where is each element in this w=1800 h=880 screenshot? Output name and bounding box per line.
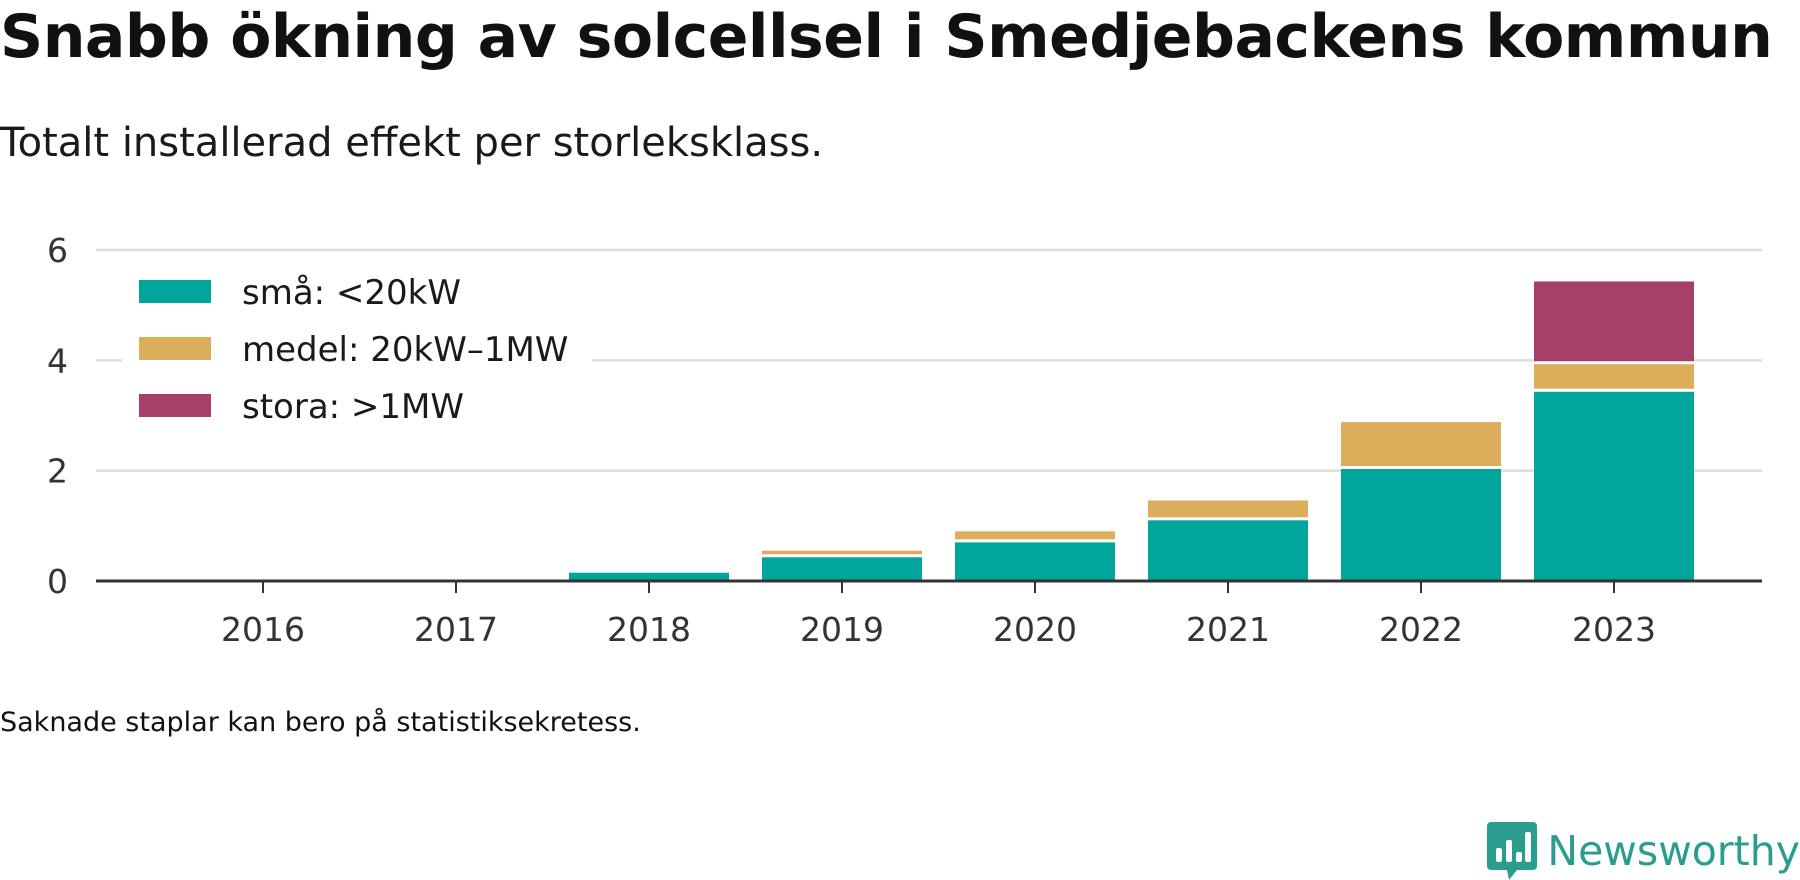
x-tick-label: 2018 bbox=[607, 610, 691, 649]
bar-segment bbox=[1341, 469, 1501, 581]
footnote: Saknade staplar kan bero på statistiksek… bbox=[0, 707, 641, 738]
bar-segment bbox=[1341, 422, 1501, 467]
bar-segment bbox=[762, 557, 922, 581]
bar-segment bbox=[1534, 281, 1694, 362]
y-tick-label: 0 bbox=[47, 562, 68, 601]
legend-label: stora: >1MW bbox=[242, 387, 464, 427]
x-tick-label: 2022 bbox=[1379, 610, 1463, 649]
bar-segment bbox=[762, 550, 922, 555]
y-tick-label: 4 bbox=[47, 341, 68, 380]
bar-segment bbox=[1534, 391, 1694, 581]
bar-segment bbox=[955, 531, 1115, 540]
y-tick-label: 6 bbox=[47, 231, 68, 270]
legend-label: medel: 20kW–1MW bbox=[242, 330, 568, 370]
x-tick-label: 2019 bbox=[800, 610, 884, 649]
x-tick-label: 2017 bbox=[414, 610, 498, 649]
y-tick-label: 2 bbox=[47, 452, 68, 491]
bar-segment bbox=[1148, 520, 1308, 581]
bar-segment bbox=[955, 542, 1115, 581]
bar-segment bbox=[1534, 364, 1694, 389]
x-tick-label: 2021 bbox=[1186, 610, 1270, 649]
x-tick-label: 2016 bbox=[221, 610, 305, 649]
bars bbox=[569, 281, 1694, 581]
chart-subtitle: Totalt installerad effekt per storlekskl… bbox=[0, 120, 824, 166]
legend-swatch bbox=[139, 280, 211, 303]
legend-label: små: <20kW bbox=[242, 273, 461, 313]
brand-name: Newsworthy bbox=[1547, 827, 1800, 875]
bar-segment bbox=[1148, 500, 1308, 518]
bar-segment bbox=[569, 572, 729, 581]
newsworthy-logo-icon bbox=[1487, 822, 1538, 880]
brand-logo: Newsworthy bbox=[1487, 822, 1800, 880]
x-tick-label: 2020 bbox=[993, 610, 1077, 649]
legend-swatch bbox=[139, 394, 211, 417]
axes: 0 2 4 6 2016 2017 2018 2019 2020 2021 2022 2023 bbox=[47, 231, 1762, 649]
x-tick-label: 2023 bbox=[1572, 610, 1656, 649]
legend: små: <20kW medel: 20kW–1MW stora: >1MW bbox=[122, 262, 592, 434]
chart-title: Snabb ökning av solcellsel i Smedjebacke… bbox=[0, 2, 1773, 72]
legend-swatch bbox=[139, 337, 211, 360]
